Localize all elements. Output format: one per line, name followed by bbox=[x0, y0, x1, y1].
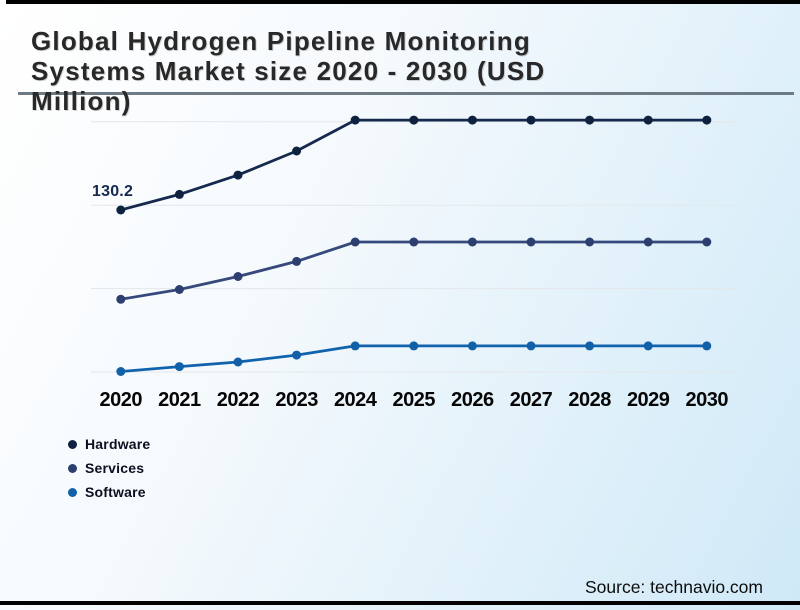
x-axis-label-2023: 2023 bbox=[275, 389, 318, 411]
point-services-2028 bbox=[585, 237, 595, 247]
point-services-2023 bbox=[292, 256, 302, 266]
x-axis-label-2022: 2022 bbox=[216, 389, 260, 411]
legend-label-services: Services bbox=[85, 460, 145, 476]
series-line-services bbox=[120, 240, 707, 301]
series-line-hardware bbox=[120, 118, 707, 212]
top-border-bar bbox=[6, 0, 800, 4]
x-axis-label-2028: 2028 bbox=[568, 389, 611, 411]
point-services-2020 bbox=[116, 294, 126, 304]
legend-label-hardware: Hardware bbox=[85, 436, 151, 452]
bottom-border-bar bbox=[0, 601, 800, 605]
point-hardware-2023 bbox=[292, 146, 302, 156]
point-services-2024 bbox=[350, 237, 360, 247]
point-software-2020 bbox=[116, 367, 126, 376]
point-services-2026 bbox=[467, 237, 477, 247]
point-software-2028 bbox=[585, 341, 595, 351]
chart-legend: Hardware Services Software bbox=[68, 432, 150, 504]
point-hardware-2022 bbox=[233, 170, 243, 180]
point-hardware-2026 bbox=[467, 115, 477, 125]
point-software-2021 bbox=[174, 362, 184, 372]
point-services-2025 bbox=[409, 237, 419, 247]
x-axis-label-2020: 2020 bbox=[99, 389, 143, 411]
x-axis: 2020 2021 2022 2023 2024 2025 2026 2027 2028 2029… bbox=[0, 389, 800, 411]
point-software-2025 bbox=[409, 341, 419, 351]
point-software-2022 bbox=[233, 357, 243, 367]
x-axis-label-2029: 2029 bbox=[626, 389, 670, 411]
point-hardware-2024 bbox=[350, 115, 360, 125]
point-services-2021 bbox=[174, 285, 184, 294]
point-services-2027 bbox=[526, 237, 536, 247]
point-hardware-2029 bbox=[643, 115, 653, 125]
legend-item-hardware: Hardware bbox=[68, 432, 150, 456]
legend-item-software: Software bbox=[68, 480, 150, 504]
point-software-2026 bbox=[467, 341, 477, 351]
point-software-2029 bbox=[643, 341, 653, 351]
point-hardware-2021 bbox=[174, 189, 184, 199]
page-title-line: Million) bbox=[31, 86, 132, 116]
x-axis-label-2021: 2021 bbox=[158, 389, 201, 411]
page-title-line: Global Hydrogen Pipeline Monitoring bbox=[31, 26, 531, 56]
point-hardware-2030 bbox=[702, 115, 712, 125]
x-axis-label-2025: 2025 bbox=[392, 389, 436, 411]
legend-dot-icon-services bbox=[68, 463, 77, 473]
legend-dot-icon-hardware bbox=[68, 439, 77, 449]
page-title: Global Hydrogen Pipeline Monitoring Syst… bbox=[31, 26, 545, 116]
data-label-hardware-2020: 130.2 bbox=[92, 183, 134, 200]
point-hardware-2027 bbox=[526, 115, 536, 125]
title-underline-rule bbox=[18, 92, 794, 95]
page-title-line: Systems Market size 2020 - 2030 (USD bbox=[31, 56, 546, 86]
point-software-2030 bbox=[702, 341, 712, 351]
x-axis-label-2026: 2026 bbox=[451, 389, 494, 411]
point-software-2024 bbox=[350, 341, 360, 351]
point-hardware-2025 bbox=[409, 115, 419, 125]
x-axis-label-2027: 2027 bbox=[509, 389, 553, 411]
point-software-2023 bbox=[292, 350, 302, 360]
legend-item-services: Services bbox=[68, 456, 150, 480]
point-hardware-2020 bbox=[116, 205, 126, 215]
legend-label-software: Software bbox=[85, 484, 146, 500]
x-axis-label-2024: 2024 bbox=[333, 389, 377, 411]
point-software-2027 bbox=[526, 341, 536, 351]
point-services-2022 bbox=[233, 272, 243, 281]
point-services-2030 bbox=[702, 237, 712, 247]
x-axis-label-2030: 2030 bbox=[685, 389, 729, 411]
point-hardware-2028 bbox=[585, 115, 595, 125]
point-services-2029 bbox=[643, 237, 653, 247]
legend-dot-icon-software bbox=[68, 487, 77, 497]
source-attribution: Source: technavio.com bbox=[584, 577, 763, 597]
